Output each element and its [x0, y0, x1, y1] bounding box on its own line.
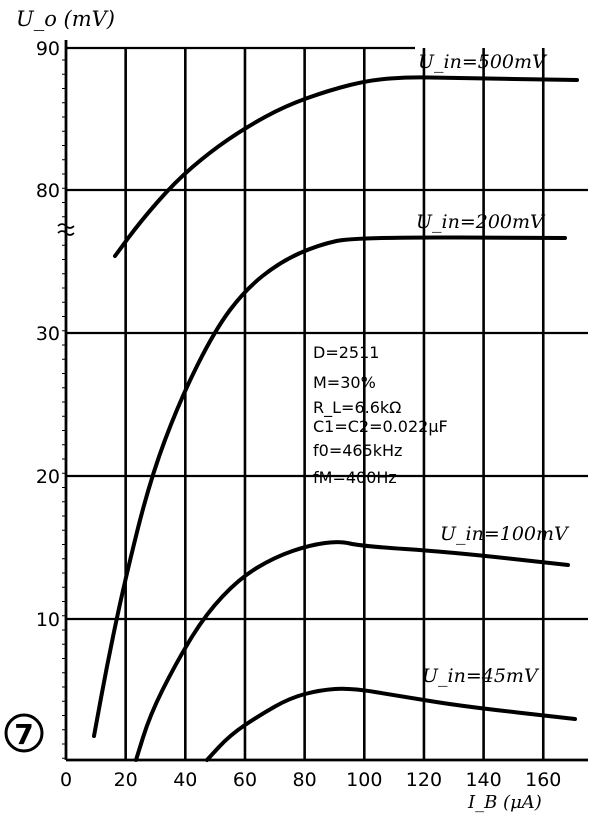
labels: 0 20 40 60 80 100 120 140 160 90 80 30 20 10 U_o (mV) I… — [4, 7, 570, 813]
axes — [57, 40, 588, 762]
x-tick-label: 20 — [114, 769, 138, 791]
parameter-text: D=2511 — [313, 343, 379, 362]
x-tick-label: 120 — [406, 769, 442, 791]
parameter-text: M=30% — [313, 373, 376, 392]
x-tick-label: 80 — [293, 769, 317, 791]
figure-number-text: 7 — [14, 718, 33, 751]
y-tick-label: 20 — [36, 466, 60, 488]
curves — [92, 75, 579, 762]
x-tick-label: 0 — [60, 769, 72, 791]
figure-number: 7 — [4, 713, 44, 753]
series-label: U_in=500mV — [418, 51, 548, 73]
series-label: U_in=45mV — [422, 665, 540, 687]
y-axis-title: U_o (mV) — [16, 7, 115, 31]
series-label: U_in=200mV — [416, 211, 546, 233]
y-tick-label: 30 — [36, 323, 60, 345]
series-line-0 — [113, 75, 579, 258]
y-tick-label: 90 — [36, 38, 60, 60]
series-line-3 — [205, 686, 577, 762]
series-label: U_in=100mV — [440, 523, 570, 545]
axis-break — [57, 223, 75, 236]
parameter-text: fM=400Hz — [313, 468, 397, 487]
x-tick-label: 60 — [233, 769, 257, 791]
parameter-text: f0=465kHz — [313, 441, 402, 460]
x-tick-label: 40 — [173, 769, 197, 791]
x-tick-label: 100 — [346, 769, 382, 791]
parameter-text: R_L=6.6kΩ — [313, 398, 401, 418]
parameter-text: C1=C2=0.022μF — [313, 417, 448, 436]
y-tick-label: 80 — [36, 180, 60, 202]
x-tick-label: 140 — [465, 769, 501, 791]
y-tick-label: 10 — [36, 609, 60, 631]
series-line-1 — [92, 235, 567, 738]
x-axis-title: I_B (μA) — [467, 792, 542, 813]
x-tick-label: 160 — [525, 769, 561, 791]
series-line-2 — [134, 540, 570, 762]
